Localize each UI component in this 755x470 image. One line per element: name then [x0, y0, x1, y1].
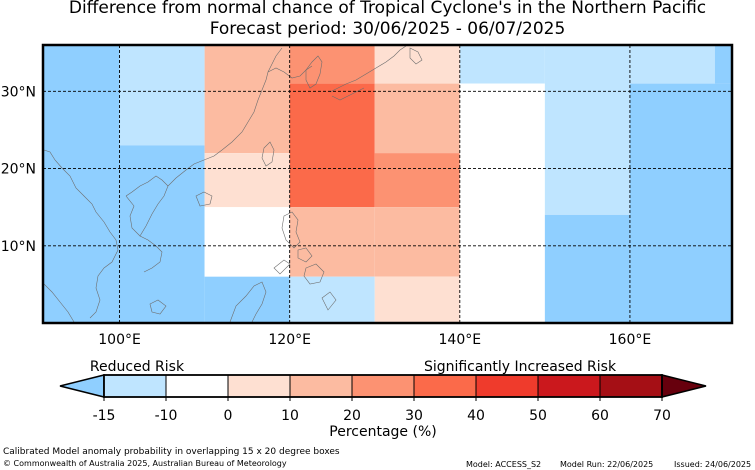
colorbar-tick-label: 50 — [529, 408, 547, 424]
colorbar-tick-label: -10 — [155, 408, 178, 424]
colorbar-segment — [537, 374, 601, 398]
probability-cell — [374, 45, 460, 84]
colorbar-tick-label: 40 — [467, 408, 485, 424]
probability-cell — [289, 207, 375, 277]
probability-cell — [204, 207, 290, 277]
latitude-tick-labels: 30°N 20°N 10°N — [1, 84, 36, 254]
colorbar-segment — [413, 374, 477, 398]
colorbar-min-extension — [59, 374, 105, 398]
colorbar-outline — [103, 374, 663, 398]
probability-cell — [374, 276, 460, 323]
probability-cell — [204, 45, 290, 154]
colorbar-tick-label: -15 — [93, 408, 116, 424]
longitude-tick-label: 120°E — [268, 332, 311, 348]
latitude-tick-label: 20°N — [1, 162, 36, 178]
chart-subtitle: Forecast period: 30/06/2025 - 06/07/2025 — [209, 19, 566, 39]
colorbar-segment — [165, 374, 229, 398]
probability-cell — [374, 83, 460, 154]
footer-issued: Issued: 24/06/2025 — [674, 460, 752, 469]
probability-cell — [289, 83, 375, 208]
probability-cell — [374, 207, 460, 277]
colorbar-segment — [351, 374, 415, 398]
colorbar-max-extension — [661, 374, 707, 398]
probability-cell — [629, 45, 715, 84]
coastlines — [43, 45, 423, 323]
latitude-tick-label: 30°N — [1, 84, 36, 100]
colorbar-tick-label: 10 — [281, 408, 299, 424]
colorbar-segment — [227, 374, 291, 398]
probability-cell — [374, 153, 460, 208]
probability-cell — [714, 45, 732, 84]
increased-risk-label: Significantly Increased Risk — [424, 359, 617, 375]
reduced-risk-label: Reduced Risk — [90, 359, 185, 375]
colorbar-segment — [103, 374, 167, 398]
colorbar-tick-labels: -15 -10 0 10 20 30 40 50 60 70 — [93, 397, 671, 424]
colorbar-tick-label: 30 — [405, 408, 423, 424]
probability-cell — [289, 45, 375, 84]
probability-cell — [119, 145, 205, 323]
probability-cell — [204, 276, 290, 323]
footer-note: Calibrated Model anomaly probability in … — [3, 447, 340, 457]
probability-cell — [289, 276, 375, 323]
footer-copyright: © Commonwealth of Australia 2025, Austra… — [3, 459, 287, 468]
longitude-tick-label: 140°E — [439, 332, 482, 348]
colorbar-tick-label: 20 — [343, 408, 361, 424]
colorbar-segment — [475, 374, 539, 398]
probability-cell — [43, 45, 120, 323]
probability-cell — [629, 83, 732, 323]
colorbar-segment — [289, 374, 353, 398]
probability-cell — [204, 153, 290, 208]
colorbar — [59, 374, 707, 398]
longitude-tick-labels: 100°E 120°E 140°E 160°E — [98, 332, 651, 348]
probability-cell — [119, 45, 205, 146]
colorbar-axis-label: Percentage (%) — [329, 424, 436, 440]
footer-model: Model: ACCESS_S2 — [466, 460, 542, 469]
colorbar-tick-label: 70 — [653, 408, 671, 424]
probability-cell — [544, 214, 630, 323]
footer-model-run: Model Run: 22/06/2025 — [560, 460, 654, 469]
probability-cell — [459, 45, 545, 84]
chart-title: Difference from normal chance of Tropica… — [68, 0, 707, 18]
map-frame — [41, 43, 734, 325]
probability-cells — [43, 45, 732, 323]
probability-cell — [459, 83, 545, 323]
colorbar-tick-label: 0 — [224, 408, 233, 424]
latitude-tick-label: 10°N — [1, 239, 36, 255]
longitude-tick-label: 100°E — [98, 332, 141, 348]
probability-cell — [544, 45, 630, 215]
longitude-tick-label: 160°E — [609, 332, 652, 348]
colorbar-segment — [599, 374, 663, 398]
lat-lon-gridlines — [43, 45, 732, 323]
colorbar-tick-label: 60 — [591, 408, 609, 424]
